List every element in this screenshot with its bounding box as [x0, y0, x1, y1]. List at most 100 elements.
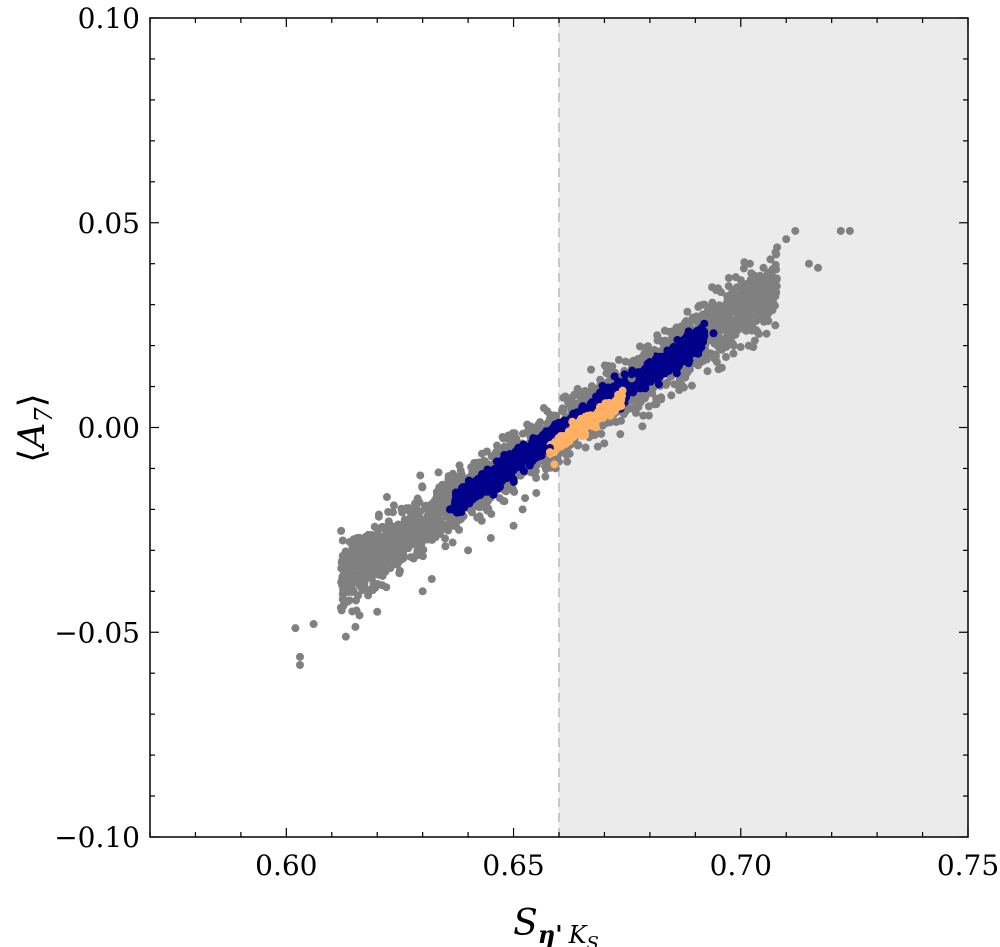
orange-point	[568, 427, 577, 436]
gray-point	[729, 349, 738, 358]
gray-point	[448, 538, 457, 547]
gray-point	[727, 304, 736, 313]
gray-point	[721, 353, 730, 362]
gray-point	[518, 505, 527, 514]
gray-point	[733, 290, 742, 299]
gray-point	[565, 449, 574, 458]
blue-point	[479, 484, 488, 493]
gray-point	[439, 497, 448, 506]
blue-point	[700, 332, 709, 341]
axis-ticks	[149, 17, 969, 838]
blue-point	[619, 380, 628, 389]
orange-point	[559, 435, 568, 444]
gray-point	[752, 327, 761, 336]
gray-point	[416, 471, 425, 480]
blue-point	[534, 442, 543, 451]
y-tick-label: 0.05	[78, 207, 140, 240]
gray-point	[687, 381, 696, 390]
gray-point	[755, 313, 764, 322]
gray-point	[638, 352, 647, 361]
gray-point	[773, 243, 782, 252]
gray-point	[714, 365, 723, 374]
shaded-region	[559, 18, 968, 837]
blue-point	[689, 349, 698, 358]
gray-point	[541, 472, 550, 481]
gray-point	[768, 265, 777, 274]
gray-point	[427, 575, 436, 584]
gray-point	[581, 443, 590, 452]
gray-point	[718, 318, 727, 327]
data-points	[291, 226, 854, 670]
gray-point	[703, 367, 712, 376]
gray-point	[559, 393, 568, 402]
gray-point	[675, 385, 684, 394]
gray-point	[759, 300, 768, 309]
gray-point	[409, 554, 418, 563]
blue-point	[674, 361, 683, 370]
orange-point	[616, 397, 625, 406]
gray-point	[604, 361, 613, 370]
gray-point	[484, 504, 493, 513]
blue-point	[676, 337, 685, 346]
gray-point	[698, 357, 707, 366]
gray-point	[464, 546, 473, 555]
gray-point	[683, 307, 692, 316]
gray-point	[362, 544, 371, 553]
gray-point	[441, 534, 450, 543]
gray-point	[309, 620, 318, 629]
gray-point	[500, 497, 509, 506]
gray-point	[743, 321, 752, 330]
gray-point	[492, 441, 501, 450]
gray-point	[381, 531, 390, 540]
gray-point	[575, 391, 584, 400]
orange-point	[586, 411, 595, 420]
gray-point	[836, 226, 845, 235]
gray-point	[372, 563, 381, 572]
gray-point	[724, 282, 733, 291]
gray-point	[712, 357, 721, 366]
gray-point	[736, 276, 745, 285]
y-axis-label-close: ⟩	[12, 393, 53, 407]
gray-point	[748, 297, 757, 306]
gray-point	[746, 303, 755, 312]
gray-point	[378, 522, 387, 531]
gray-point	[509, 521, 518, 530]
gray-point	[521, 494, 530, 503]
gray-point	[358, 586, 367, 595]
gray-point	[341, 632, 350, 641]
blue-point	[464, 476, 473, 485]
gray-point	[644, 411, 653, 420]
gray-point	[441, 542, 450, 551]
gray-point	[532, 473, 541, 482]
blue-point	[709, 329, 718, 338]
blue-point	[697, 343, 706, 352]
blue-point	[464, 493, 473, 502]
blue-point	[514, 443, 523, 452]
gray-point	[437, 506, 446, 515]
blue-point	[675, 348, 684, 357]
gray-point	[387, 538, 396, 547]
gray-point	[766, 293, 775, 302]
y-axis-label-open: ⟨	[12, 449, 53, 463]
gray-point	[631, 408, 640, 417]
blue-point	[609, 382, 618, 391]
gray-point	[600, 439, 609, 448]
blue-point	[645, 371, 654, 380]
gray-point	[532, 489, 541, 498]
blue-point	[627, 380, 636, 389]
gray-point	[559, 406, 568, 415]
gray-point	[364, 535, 373, 544]
gray-point	[759, 263, 768, 272]
gray-point	[650, 400, 659, 409]
orange-point	[545, 448, 554, 457]
blue-point	[668, 352, 677, 361]
gray-point	[510, 429, 519, 438]
gray-point	[435, 517, 444, 526]
gray-point	[698, 311, 707, 320]
gray-point	[750, 271, 759, 280]
gray-point	[541, 462, 550, 471]
gray-point	[337, 578, 346, 587]
gray-point	[380, 564, 389, 573]
gray-point	[738, 307, 747, 316]
